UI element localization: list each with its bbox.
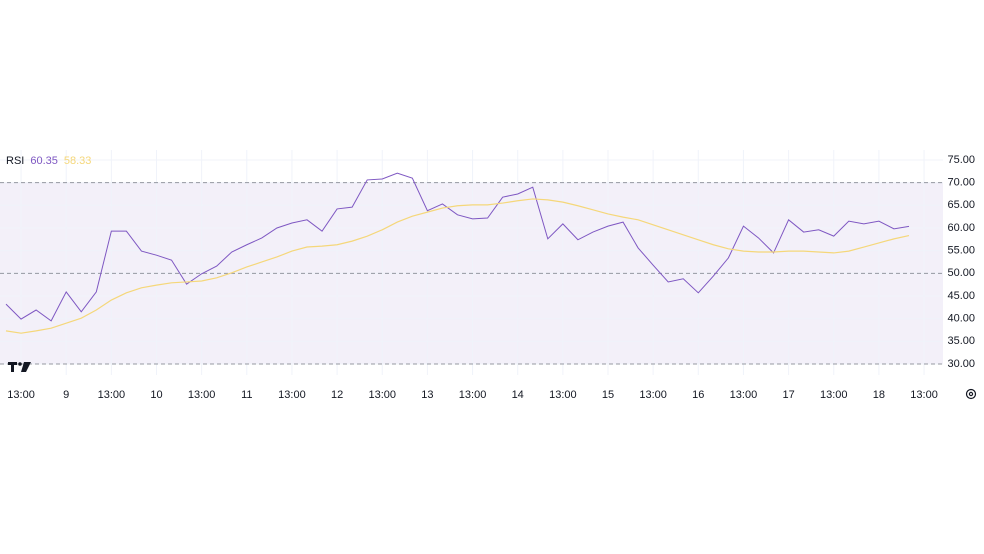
x-tick-label: 10 [150,389,162,401]
x-tick-label: 13:00 [188,389,216,401]
x-tick-label: 13:00 [549,389,577,401]
y-tick-label: 35.00 [947,335,975,347]
y-tick-label: 60.00 [947,222,975,234]
legend-value: 58.33 [64,155,92,167]
y-tick-label: 45.00 [947,290,975,302]
x-tick-label: 13:00 [98,389,126,401]
x-tick-label: 13 [421,389,433,401]
legend-value: 60.35 [30,155,58,167]
x-tick-label: 13:00 [820,389,848,401]
x-tick-label: 13:00 [459,389,487,401]
settings-icon[interactable] [965,388,977,400]
y-tick-label: 75.00 [947,154,975,166]
gear-center[interactable] [968,391,974,397]
y-tick-label: 70.00 [947,177,975,189]
x-tick-label: 9 [63,389,69,401]
x-tick-label: 17 [782,389,794,401]
x-tick-label: 11 [241,389,252,401]
x-tick-label: 13:00 [910,389,938,401]
indicator-name: RSI [6,155,24,167]
y-tick-label: 30.00 [947,358,975,370]
x-tick-label: 13:00 [278,389,306,401]
x-tick-label: 12 [331,389,343,401]
logo-part [21,362,31,372]
x-tick-label: 13:00 [730,389,758,401]
x-tick-label: 13:00 [7,389,35,401]
x-tick-label: 18 [873,389,885,401]
y-tick-label: 50.00 [947,267,975,279]
logo-part [11,362,14,372]
y-tick-label: 40.00 [947,313,975,325]
tradingview-logo [8,362,31,372]
x-tick-label: 14 [512,389,524,401]
x-tick-label: 15 [602,389,614,401]
logo-part [18,362,22,366]
series-line [5,172,910,322]
y-tick-label: 55.00 [947,245,975,257]
x-tick-label: 13:00 [639,389,667,401]
legend: RSI 60.35 58.33 [6,155,91,167]
y-tick-label: 65.00 [947,199,975,211]
gear[interactable] [965,388,977,400]
series-line [5,198,910,334]
x-tick-label: 16 [692,389,704,401]
x-tick-label: 13:00 [368,389,396,401]
